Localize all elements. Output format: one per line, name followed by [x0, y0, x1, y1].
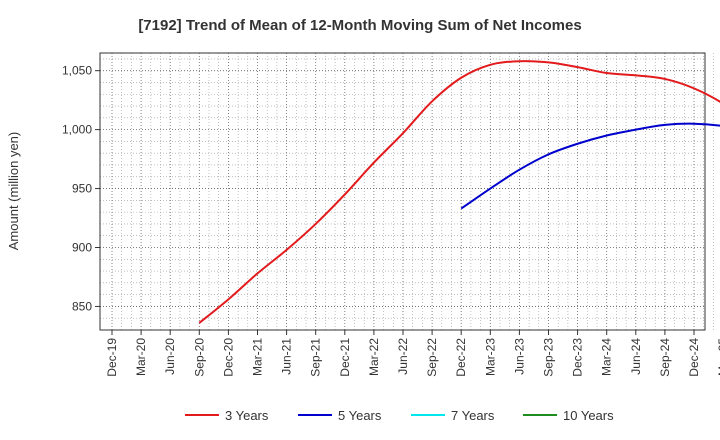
x-tick-label: Dec-21	[338, 338, 352, 377]
legend: 3 Years 5 Years 7 Years 10 Years	[185, 408, 614, 423]
x-axis: Dec-19 Mar-20 Jun-20 Sep-20 Dec-20 Mar-21 Jun-…	[105, 330, 720, 377]
y-tick-label: 1,050	[62, 64, 92, 78]
series-line-3-years	[198, 60, 720, 324]
x-tick-label: Sep-24	[658, 338, 672, 377]
x-tick-label: Sep-22	[425, 338, 439, 377]
x-tick-label: Dec-19	[105, 338, 119, 377]
y-tick-label: 900	[72, 240, 92, 254]
x-tick-label: Dec-24	[687, 338, 701, 377]
legend-label: 10 Years	[563, 408, 614, 423]
x-tick-label: Mar-23	[483, 338, 497, 376]
x-tick-label: Dec-20	[221, 338, 235, 377]
x-tick-label: Jun-22	[396, 338, 410, 375]
x-tick-label: Mar-25	[716, 338, 720, 376]
y-tick-label: 950	[72, 182, 92, 196]
y-tick-label: 850	[72, 299, 92, 313]
x-tick-label: Jun-21	[280, 338, 294, 375]
x-tick-label: Mar-22	[367, 338, 381, 376]
x-tick-label: Sep-21	[309, 338, 323, 377]
x-tick-label: Jun-23	[512, 338, 526, 375]
series-lines	[198, 60, 720, 324]
x-tick-label: Sep-20	[192, 338, 206, 377]
legend-label: 3 Years	[225, 408, 269, 423]
x-tick-label: Jun-24	[629, 338, 643, 375]
legend-label: 7 Years	[451, 408, 495, 423]
grid	[100, 53, 714, 331]
y-axis-label: Amount (million yen)	[6, 132, 21, 251]
x-tick-label: Jun-20	[163, 338, 177, 375]
x-tick-label: Dec-23	[571, 338, 585, 377]
x-tick-label: Sep-23	[542, 338, 556, 377]
chart-title: [7192] Trend of Mean of 12-Month Moving …	[138, 17, 581, 34]
x-tick-label: Mar-20	[134, 338, 148, 376]
y-tick-label: 1,000	[62, 123, 92, 137]
y-axis: 850 900 950 1,000 1,050	[62, 64, 100, 313]
x-tick-label: Mar-21	[251, 338, 265, 376]
x-tick-label: Mar-24	[600, 338, 614, 376]
series-line-5-years	[460, 122, 720, 210]
x-tick-label: Dec-22	[454, 338, 468, 377]
legend-label: 5 Years	[338, 408, 382, 423]
